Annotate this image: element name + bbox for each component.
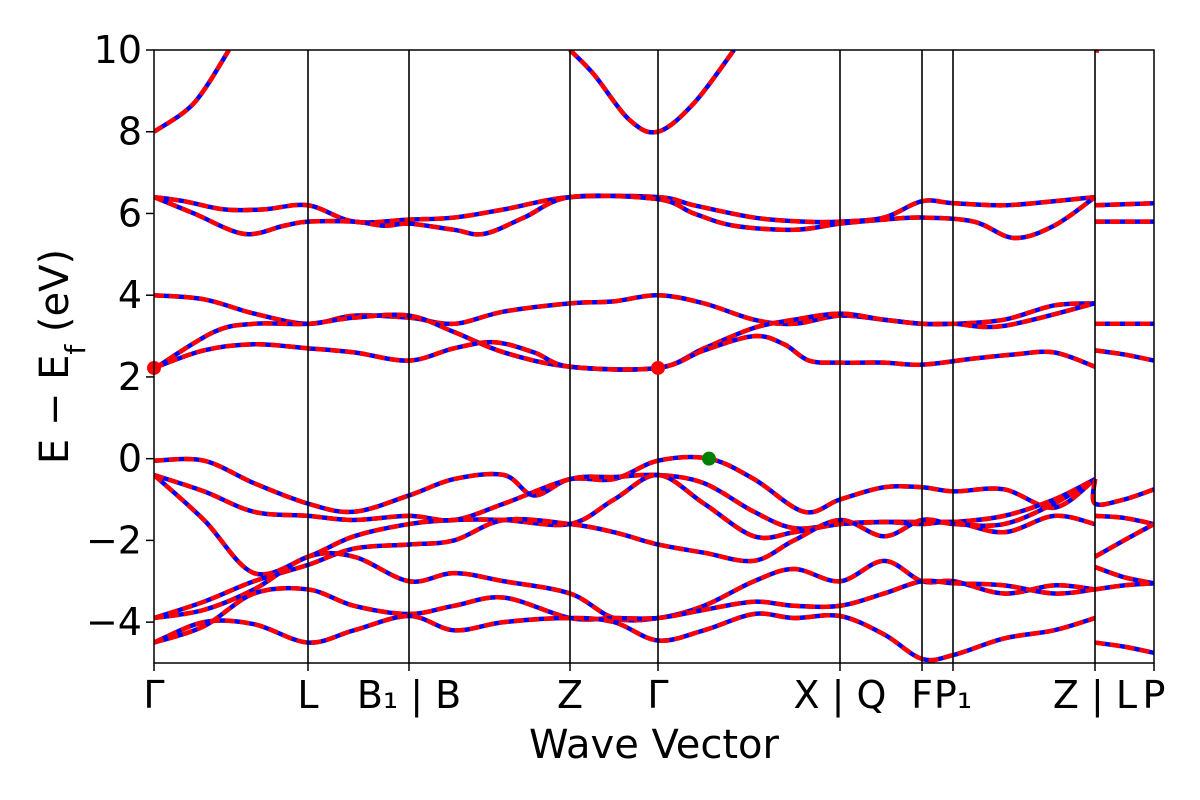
band-line-7 [154,292,1096,327]
band-line-dashed-9 [154,333,1096,372]
bands-layer [154,50,1154,663]
x-tick-label-6: F [911,673,933,717]
band-line-dashed-3 [154,193,1096,225]
x-tick-label-4: Γ [647,673,668,717]
band-line-dashed-15 [154,477,1097,621]
y-axis-label-subscript: f [59,344,92,355]
x-tick-label-1: L [297,673,318,717]
y-axis-label-main: E − E [32,355,78,465]
x-tick-label-7: P₁ [934,673,972,717]
plot-frame [153,49,1155,664]
y-tick-label-4: 4 [118,273,142,317]
band-line-9 [154,333,1096,372]
band-line-dashed-21 [1093,522,1154,559]
y-tick-label-0: −4 [86,600,142,644]
x-axis-label: Wave Vector [529,722,780,768]
band-line-dashed-12 [154,454,1097,515]
y-tick-label-5: 6 [118,191,142,235]
y-axis-label: E − Ef (eV) [32,249,92,464]
y-axis-label-unit: (eV) [32,249,78,345]
band-line-dashed-11 [1094,348,1154,363]
x-tick-label-3: Z [557,673,583,717]
band-line-dashed-20 [1094,513,1154,527]
band-line-dashed-1 [568,50,736,135]
band-line-dashed-17 [154,578,1096,645]
kpoint-lines-layer [307,50,1096,663]
x-tick-label-8: Z | L [1053,673,1137,718]
y-tick-label-6: 8 [118,110,142,154]
y-tick-label-7: 10 [94,28,142,72]
band-line-dashed-19 [1090,478,1154,507]
x-tick-label-2: B₁ | B [357,673,461,718]
cbm-marker-2 [651,360,665,375]
band-line-dashed-23 [1094,581,1154,592]
band-line-dashed-5 [1094,201,1154,208]
markers-layer [147,360,716,466]
y-tick-label-3: 2 [118,355,142,399]
band-line-dashed-22 [1094,564,1154,586]
band-line-dashed-4 [154,193,1097,241]
x-tick-label-5: X | Q [794,673,887,718]
band-line-0 [154,50,231,134]
band-line-12 [154,454,1097,515]
band-line-1 [568,50,736,135]
y-tick-label-2: 0 [118,437,142,481]
band-line-dashed-0 [154,50,231,134]
y-axis-ticks: −4 −2 0 2 4 6 8 10 [86,28,154,644]
x-tick-label-0: Γ [143,673,164,717]
x-tick-label-9: P [1143,673,1166,717]
vbm-marker-0 [702,451,716,466]
y-tick-label-1: −2 [86,518,142,562]
band-line-dashed-24 [1094,640,1154,655]
